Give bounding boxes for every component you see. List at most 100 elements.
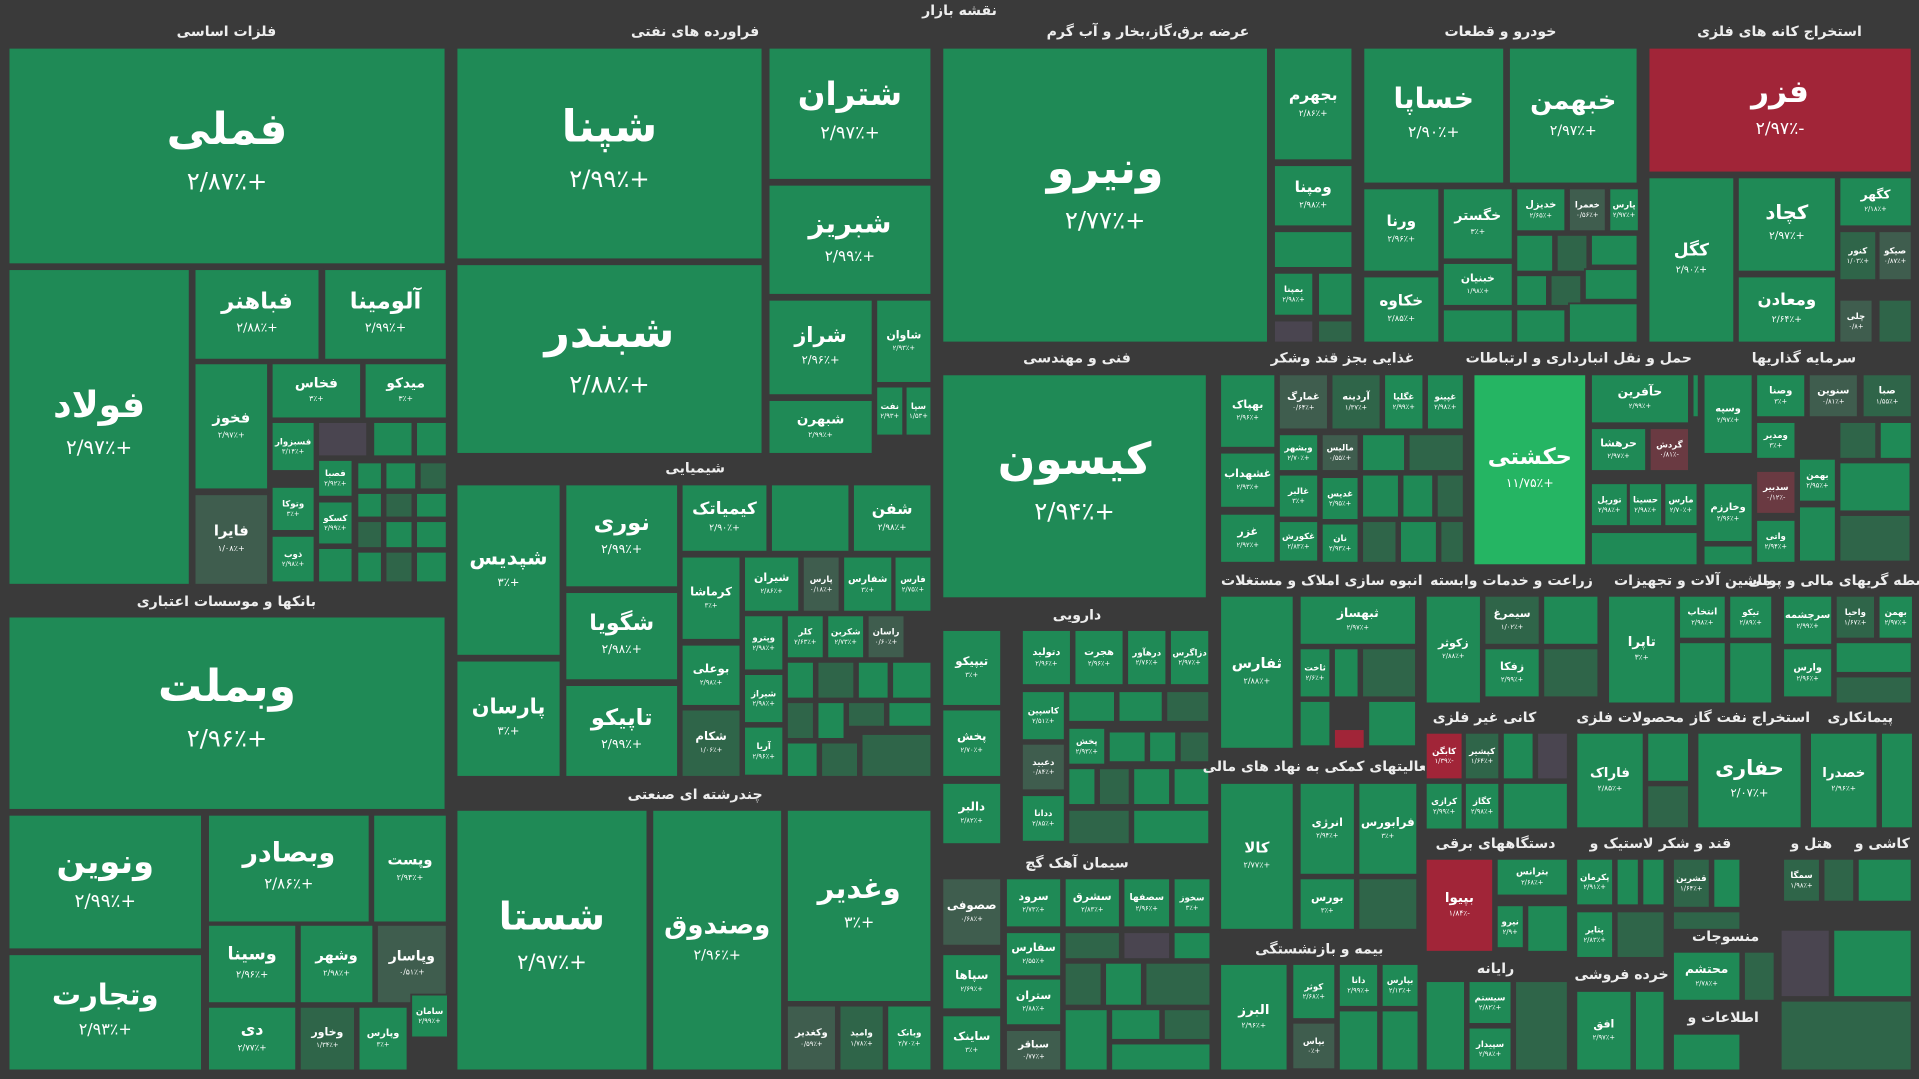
- stock-tile[interactable]: [1278, 373, 1329, 431]
- stock-tile[interactable]: [842, 555, 894, 613]
- stock-tile[interactable]: [1575, 857, 1614, 907]
- stock-tile[interactable]: [786, 1004, 837, 1072]
- stock-tile[interactable]: [1663, 482, 1699, 527]
- stock-tile[interactable]: [1219, 451, 1277, 509]
- stock-tile[interactable]: [1672, 950, 1742, 1002]
- stock-tile[interactable]: [7, 615, 447, 811]
- stock-tile[interactable]: [7, 813, 203, 951]
- stock-tile[interactable]: [1736, 275, 1837, 344]
- stock-tile[interactable]: [455, 808, 649, 1072]
- stock-tile[interactable]: [1442, 187, 1514, 261]
- stock-tile[interactable]: [680, 708, 742, 778]
- stock-tile[interactable]: [455, 659, 562, 778]
- stock-tile[interactable]: [317, 500, 354, 546]
- stock-tile[interactable]: [193, 493, 269, 586]
- stock-tile[interactable]: [1020, 629, 1072, 686]
- stock-tile[interactable]: [886, 1004, 933, 1072]
- stock-tile[interactable]: [1273, 46, 1354, 162]
- stock-tile[interactable]: [1672, 857, 1711, 909]
- stock-tile[interactable]: [7, 953, 203, 1072]
- stock-tile[interactable]: [1483, 594, 1541, 646]
- stock-tile[interactable]: [1126, 629, 1168, 686]
- stock-tile[interactable]: [743, 725, 785, 777]
- stock-tile[interactable]: [1219, 782, 1295, 931]
- stock-tile[interactable]: [1330, 373, 1382, 431]
- stock-tile[interactable]: [1362, 46, 1506, 185]
- stock-tile[interactable]: [410, 993, 449, 1039]
- stock-tile[interactable]: [1362, 275, 1441, 344]
- stock-tile[interactable]: [1647, 46, 1913, 174]
- stock-tile[interactable]: [1073, 629, 1125, 686]
- stock-tile[interactable]: [1020, 742, 1066, 792]
- stock-tile[interactable]: [1464, 731, 1501, 781]
- stock-tile[interactable]: [1782, 594, 1834, 646]
- stock-tile[interactable]: [1495, 904, 1525, 950]
- stock-tile[interactable]: [1219, 963, 1289, 1072]
- stock-tile[interactable]: [1424, 594, 1482, 705]
- stock-tile[interactable]: [1169, 629, 1211, 686]
- stock-tile[interactable]: [1575, 910, 1614, 959]
- stock-tile[interactable]: [1807, 373, 1859, 419]
- stock-tile[interactable]: [941, 1014, 1003, 1072]
- stock-tile[interactable]: [1728, 594, 1774, 640]
- stock-tile[interactable]: [317, 459, 354, 498]
- stock-tile[interactable]: [1426, 373, 1465, 431]
- stock-tile[interactable]: [7, 46, 447, 266]
- stock-tile[interactable]: [1291, 963, 1337, 1020]
- stock-tile[interactable]: [1515, 187, 1567, 233]
- stock-tile[interactable]: [1005, 1029, 1062, 1072]
- stock-tile[interactable]: [207, 1005, 298, 1072]
- stock-tile[interactable]: [893, 555, 933, 613]
- stock-tile[interactable]: [1575, 990, 1633, 1072]
- stock-tile[interactable]: [1442, 262, 1514, 307]
- stock-tile[interactable]: [455, 46, 764, 261]
- stock-tile[interactable]: [1273, 271, 1315, 317]
- stock-tile[interactable]: [1219, 373, 1277, 449]
- stock-tile[interactable]: [1508, 46, 1639, 185]
- stock-tile[interactable]: [455, 263, 764, 455]
- stock-tile[interactable]: [1380, 963, 1420, 1008]
- stock-tile[interactable]: [1020, 794, 1066, 843]
- stock-tile[interactable]: [1172, 877, 1212, 929]
- stock-tile[interactable]: [1320, 476, 1360, 521]
- stock-tile[interactable]: [564, 483, 679, 589]
- stock-tile[interactable]: [1424, 782, 1464, 831]
- stock-tile[interactable]: [1424, 731, 1464, 781]
- stock-tile[interactable]: [1273, 164, 1354, 228]
- stock-tile[interactable]: [866, 614, 906, 660]
- stock-tile[interactable]: [1648, 427, 1690, 472]
- stock-tile[interactable]: [376, 923, 448, 1005]
- stock-tile[interactable]: [1067, 726, 1107, 766]
- stock-tile[interactable]: [1678, 594, 1727, 640]
- stock-tile[interactable]: [904, 385, 933, 437]
- stock-tile[interactable]: [1755, 519, 1797, 564]
- stock-tile[interactable]: [1782, 857, 1821, 903]
- stock-tile[interactable]: [1809, 731, 1879, 830]
- stock-tile[interactable]: [1063, 877, 1121, 929]
- stock-tile[interactable]: [1472, 373, 1588, 567]
- stock-tile[interactable]: [1278, 433, 1320, 472]
- stock-tile[interactable]: [801, 555, 841, 613]
- stock-tile[interactable]: [1834, 594, 1876, 640]
- stock-tile[interactable]: [941, 629, 1003, 707]
- stock-tile[interactable]: [7, 268, 191, 586]
- stock-tile[interactable]: [270, 485, 316, 532]
- stock-tile[interactable]: [1278, 473, 1320, 519]
- stock-tile[interactable]: [564, 591, 679, 682]
- stock-tile[interactable]: [455, 483, 562, 657]
- stock-tile[interactable]: [941, 46, 1269, 344]
- stock-tile[interactable]: [1782, 647, 1834, 699]
- stock-tile[interactable]: [207, 923, 298, 1005]
- stock-tile[interactable]: [1383, 373, 1425, 431]
- stock-tile[interactable]: [298, 1005, 356, 1072]
- stock-tile[interactable]: [207, 813, 371, 924]
- stock-tile[interactable]: [743, 555, 801, 613]
- stock-tile[interactable]: [680, 643, 742, 707]
- stock-tile[interactable]: [1702, 482, 1754, 543]
- stock-tile[interactable]: [941, 782, 1003, 846]
- stock-tile[interactable]: [651, 808, 783, 1072]
- stock-tile[interactable]: [564, 684, 679, 778]
- stock-tile[interactable]: [1020, 690, 1066, 742]
- stock-tile[interactable]: [743, 673, 785, 724]
- stock-tile[interactable]: [357, 1005, 409, 1072]
